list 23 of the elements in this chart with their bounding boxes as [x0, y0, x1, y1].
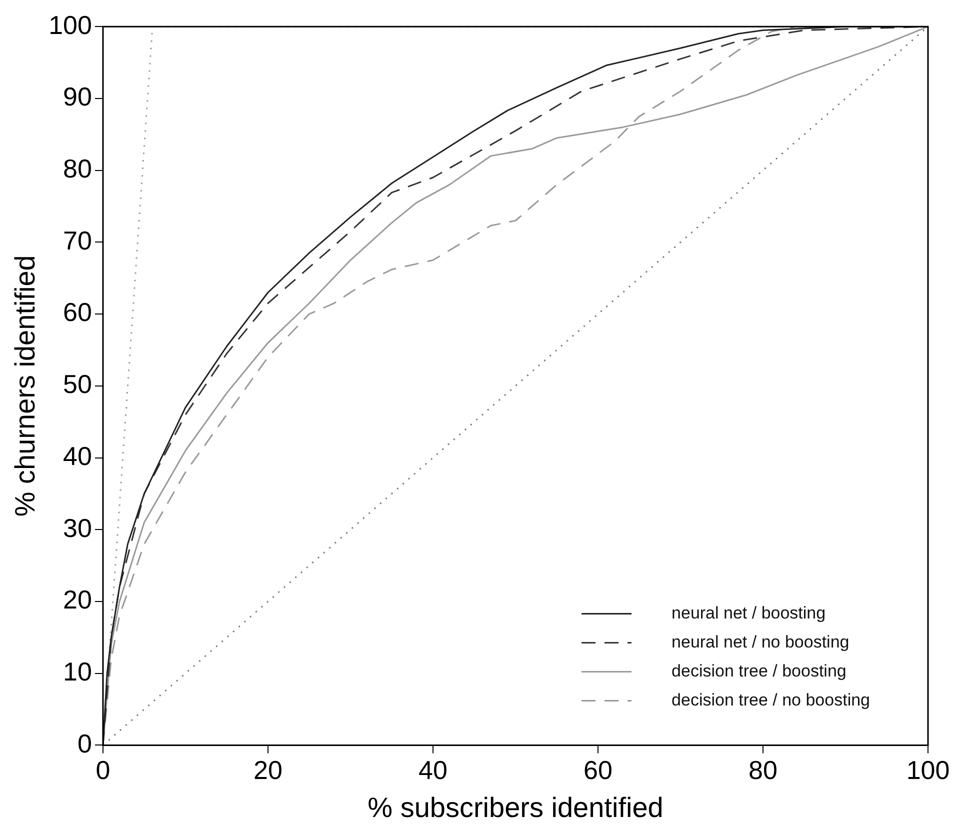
y-axis-title: % churners identified [10, 255, 41, 517]
y-tick-label: 100 [48, 10, 92, 40]
legend-label: neural net / boosting [672, 603, 826, 622]
x-tick-label: 60 [584, 754, 612, 785]
x-tick-label: 0 [96, 754, 110, 785]
x-tick-label: 80 [748, 754, 778, 785]
y-tick-label: 80 [63, 153, 92, 184]
y-tick-label: 50 [63, 369, 92, 400]
legend-label: decision tree / boosting [672, 661, 846, 680]
x-tick-label: 100 [906, 754, 950, 785]
legend-label: neural net / no boosting [672, 632, 850, 652]
x-tick-label: 40 [418, 754, 448, 785]
y-tick-label: 0 [78, 728, 92, 758]
y-tick-label: 60 [63, 297, 92, 328]
x-tick-label: 20 [254, 754, 282, 785]
y-tick-label: 10 [63, 656, 92, 687]
y-tick-label: 30 [63, 512, 92, 543]
y-tick-label: 90 [63, 82, 92, 112]
y-tick-label: 20 [63, 584, 92, 615]
legend-label: decision tree / no boosting [672, 690, 870, 710]
x-axis-title: % subscribers identified [368, 792, 664, 823]
y-tick-label: 70 [63, 225, 92, 256]
y-tick-label: 40 [63, 440, 92, 471]
